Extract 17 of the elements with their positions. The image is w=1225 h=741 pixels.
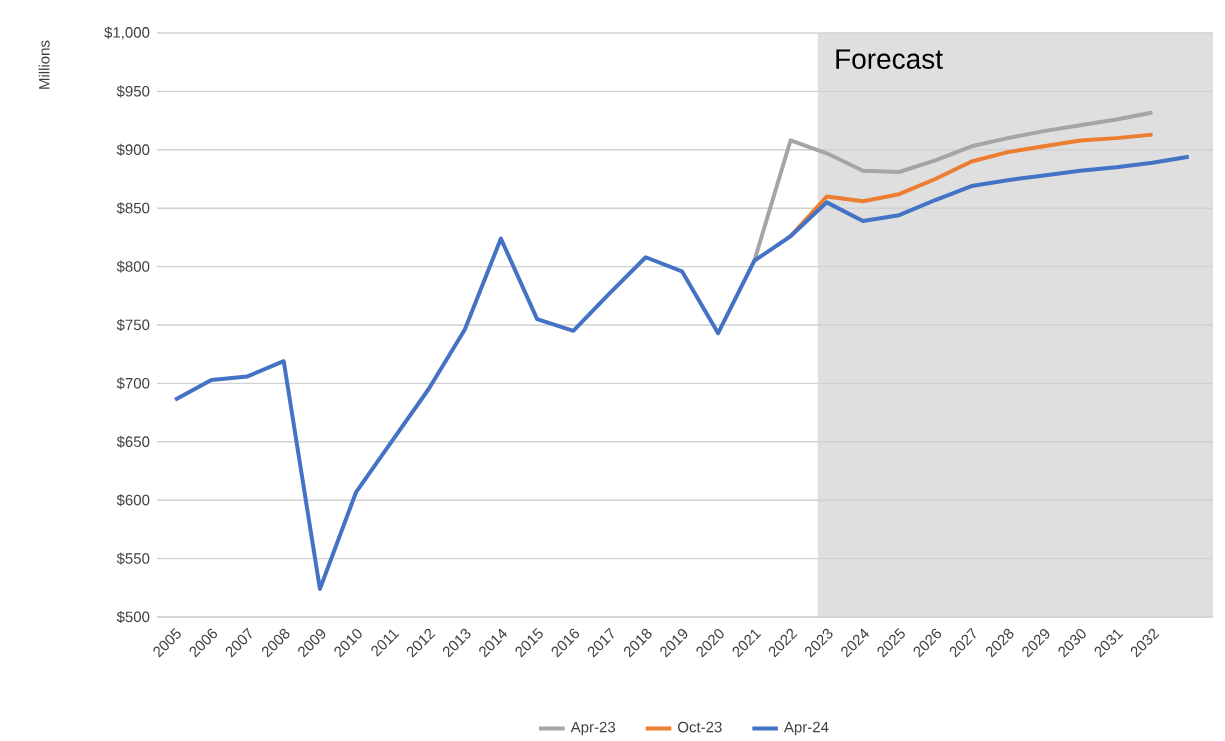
line-series [173,154,1191,591]
y-tick-label: $850 [116,202,150,215]
legend-label: Apr-24 [783,721,829,736]
y-tick-label: $600 [116,494,150,507]
y-tick-label: $700 [116,377,150,390]
legend-label: Oct-23 [678,721,722,733]
y-tick-label: $900 [116,143,150,156]
y-tick-label: $750 [116,318,150,332]
y-tick-label: $550 [116,552,150,565]
legend-label: Apr-23 [570,721,616,736]
band-label: Forecast [836,49,943,69]
y-tick-label: $800 [116,260,150,273]
y-tick-label: $950 [116,85,150,98]
y-axis-title: Millions [38,40,50,89]
y-tick-label: $500 [116,610,150,624]
y-tick-label: $650 [116,435,150,448]
y-tick-label: $1,000 [104,26,150,40]
